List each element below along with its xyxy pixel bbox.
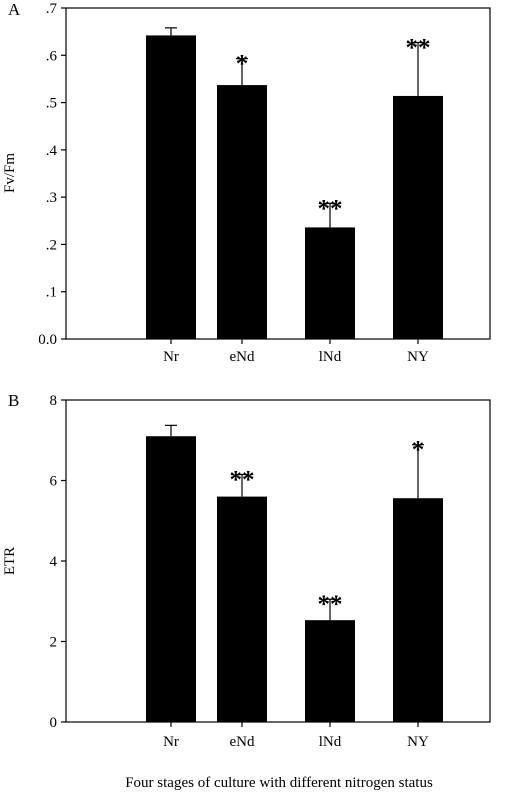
bar [217, 496, 267, 722]
x-tick-label: NY [407, 734, 429, 750]
significance-marker: * [236, 51, 249, 78]
plot-frame [65, 7, 491, 340]
bar [393, 95, 443, 339]
y-tick-label: .1 [46, 285, 57, 301]
bar [217, 85, 267, 339]
figure-caption: Four stages of culture with different ni… [125, 775, 433, 791]
y-tick-label: 4 [50, 554, 58, 570]
y-tick-label: .5 [46, 96, 57, 112]
x-tick-label: lNd [319, 734, 342, 750]
y-tick-label: 2 [50, 635, 58, 651]
y-tick-label: .7 [46, 1, 58, 17]
x-tick-label: Nr [163, 734, 179, 750]
bar [393, 498, 443, 722]
y-tick-label: .4 [46, 143, 58, 159]
bar [146, 35, 196, 339]
bar [146, 436, 196, 722]
significance-marker: ** [406, 35, 431, 62]
panel-letter: A [8, 0, 21, 19]
significance-marker: ** [318, 591, 343, 618]
y-axis-label: Fv/Fm [2, 153, 18, 193]
panel-b: 0 2 4 6 8 Nr eNd ** lNd ** NY * B ETR [2, 391, 491, 750]
y-tick-label: .6 [46, 48, 58, 64]
x-tick-label: eNd [230, 349, 255, 365]
x-tick-label: Nr [163, 349, 179, 365]
significance-marker: * [412, 437, 425, 464]
y-tick-label: .3 [46, 190, 57, 206]
x-tick-label: lNd [319, 349, 342, 365]
x-tick-label: eNd [230, 734, 255, 750]
panel-letter: B [8, 391, 19, 410]
y-tick-label: 8 [50, 393, 58, 409]
panel-a: 0.0 .1 .2 .3 .4 .5 .6 .7 Nr eNd * lNd ** NY ** A Fv/Fm [2, 0, 491, 365]
bar [305, 620, 355, 722]
y-tick-label: 0.0 [38, 332, 57, 348]
y-tick-label: .2 [46, 237, 57, 253]
y-tick-label: 0 [50, 715, 58, 731]
y-axis-label: ETR [2, 547, 18, 575]
y-tick-label: 6 [50, 474, 58, 490]
bar [305, 227, 355, 339]
significance-marker: ** [230, 466, 255, 493]
x-tick-label: NY [407, 349, 429, 365]
significance-marker: ** [318, 195, 343, 222]
